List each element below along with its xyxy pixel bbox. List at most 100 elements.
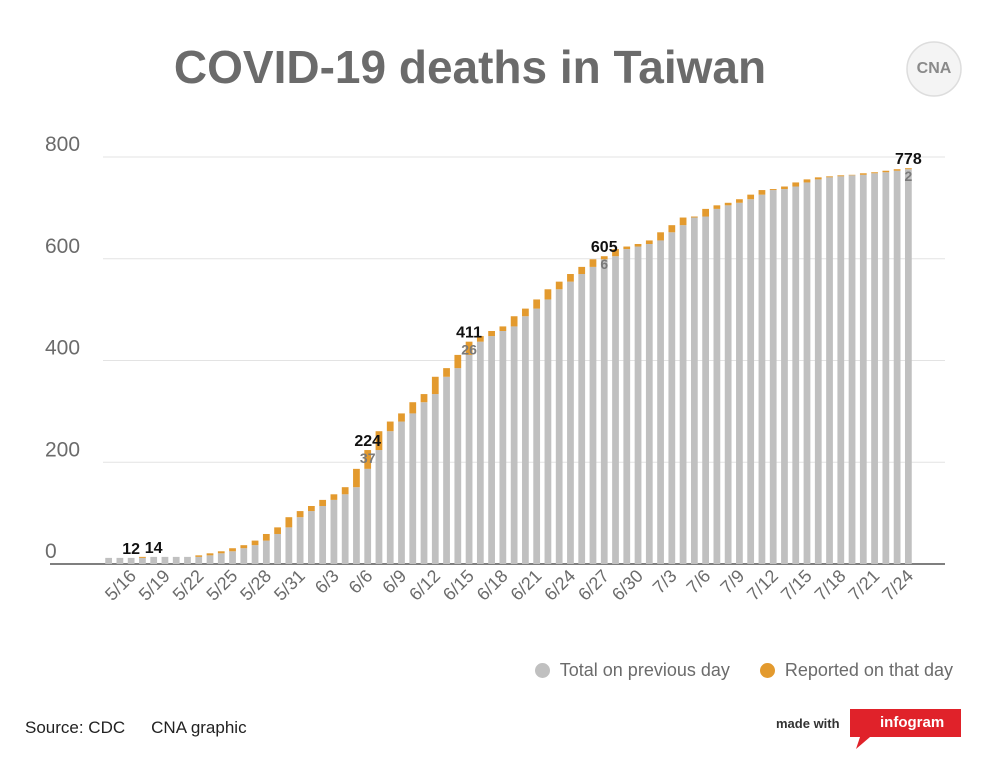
y-tick-label: 200 — [45, 438, 80, 461]
bar-reported — [679, 217, 687, 226]
bar-reported — [364, 450, 372, 469]
bar-reported — [769, 189, 777, 191]
infogram-label[interactable]: infogram — [880, 714, 945, 731]
bar-total — [139, 557, 146, 564]
bar-reported — [589, 259, 597, 267]
bar-total — [645, 243, 653, 564]
bar-reported — [758, 190, 766, 195]
bar-reported — [229, 548, 236, 552]
bar-total — [826, 177, 833, 564]
bar-reported — [353, 468, 360, 488]
bar-total — [127, 557, 135, 564]
data-label-reported: 6 — [600, 256, 608, 272]
bar-total — [172, 556, 180, 564]
bar-reported — [555, 281, 563, 290]
bar-total — [724, 205, 732, 565]
bar-total — [285, 527, 293, 564]
bar-total — [600, 259, 608, 564]
x-tick-label: 6/15 — [439, 566, 478, 605]
data-label-total: 14 — [145, 540, 163, 557]
bar-reported — [736, 199, 743, 203]
bar-total — [262, 540, 270, 564]
bar-total — [353, 487, 360, 564]
chart-title: COVID-19 deaths in Taiwan — [173, 41, 767, 93]
bar-reported — [578, 266, 586, 275]
bar-total — [488, 336, 495, 564]
made-with-label: made with — [776, 716, 840, 731]
bar-reported — [454, 354, 462, 369]
bar-reported — [251, 540, 259, 546]
bar-reported — [612, 249, 619, 257]
legend-item-total: Total on previous day — [534, 660, 730, 681]
bar-total — [251, 545, 259, 564]
bar-reported — [285, 517, 293, 528]
bar-total — [837, 176, 845, 564]
bar-reported — [522, 308, 529, 317]
bar-total — [150, 556, 158, 564]
bar-total — [904, 169, 912, 564]
bar-total — [443, 376, 450, 564]
x-tick-label: 5/22 — [169, 566, 208, 605]
bar-total — [274, 533, 281, 564]
bar-reported — [702, 208, 709, 217]
gridlines — [50, 156, 945, 565]
data-label-total: 411 — [456, 325, 482, 342]
x-tick-label: 6/3 — [311, 566, 343, 598]
data-label-total: 778 — [895, 151, 922, 168]
bar-total — [803, 182, 811, 564]
bar-total — [420, 402, 428, 564]
x-tick-label: 7/12 — [743, 566, 782, 605]
x-tick-label: 6/24 — [540, 566, 579, 605]
bar-reported — [308, 506, 315, 512]
data-label-total: 12 — [122, 541, 140, 558]
bar-total — [893, 170, 901, 564]
bar-reported — [544, 289, 552, 300]
bar-total — [713, 208, 721, 564]
bar-reported — [848, 174, 856, 176]
infogram-badge-icon[interactable] — [850, 709, 961, 749]
bar-total — [882, 172, 890, 564]
bar-reported — [882, 170, 890, 173]
x-tick-label: 6/9 — [378, 566, 410, 598]
x-tick-label: 7/24 — [878, 566, 917, 605]
bar-total — [364, 468, 372, 564]
bar-total — [690, 217, 698, 564]
bar-total — [206, 555, 214, 564]
legend-label-reported: Reported on that day — [784, 660, 953, 680]
bar-total — [544, 299, 552, 564]
bar-reported — [217, 551, 225, 554]
x-tick-label: 6/6 — [345, 566, 377, 598]
bar-total — [747, 199, 755, 564]
bar-reported — [206, 553, 214, 556]
bar-total — [330, 499, 338, 564]
y-tick-label: 600 — [45, 235, 80, 258]
bar-total — [308, 511, 315, 564]
bar-total — [533, 308, 541, 564]
bar-reported — [296, 511, 304, 518]
bar-total — [736, 202, 743, 564]
bar-total — [555, 289, 563, 564]
bar-reported — [195, 555, 203, 557]
bar-total — [623, 249, 631, 565]
bar-reported — [893, 169, 901, 171]
x-tick-label: 7/18 — [811, 566, 850, 605]
bar-total — [341, 494, 349, 564]
source-label: Source: CDC — [25, 718, 126, 737]
bar-reported — [567, 274, 574, 282]
y-tick-label: 0 — [45, 540, 57, 563]
bars — [105, 168, 912, 565]
data-label-reported: 2 — [904, 168, 912, 184]
bar-reported — [871, 172, 878, 174]
x-tick-label: 5/16 — [101, 566, 140, 605]
bar-reported — [634, 243, 642, 247]
bar-reported — [668, 225, 676, 233]
bar-total — [657, 240, 664, 564]
bar-total — [454, 368, 462, 564]
bar-total — [668, 232, 676, 565]
y-tick-label: 400 — [45, 337, 80, 360]
bar-reported — [341, 487, 349, 495]
bar-reported — [443, 368, 450, 377]
x-tick-label: 5/19 — [135, 566, 174, 605]
x-tick-label: 7/15 — [777, 566, 816, 605]
